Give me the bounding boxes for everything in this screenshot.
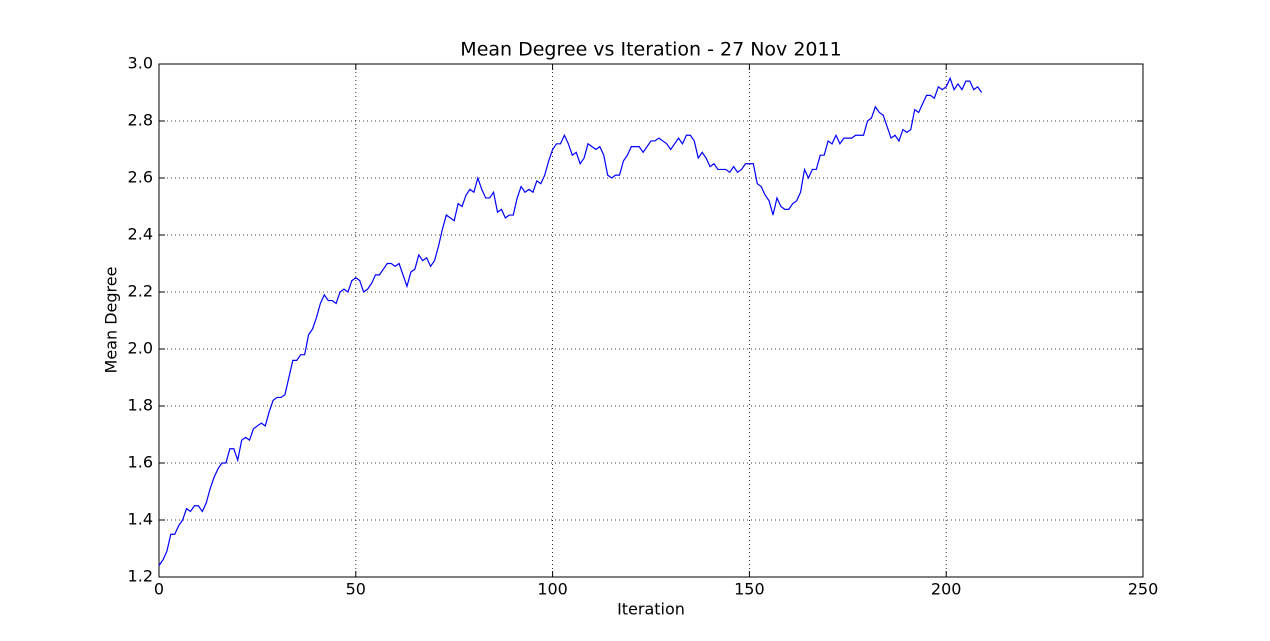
y-tick-label: 1.6 <box>128 453 153 472</box>
y-tick-label: 3.0 <box>128 54 153 73</box>
x-tick-label: 150 <box>734 580 765 599</box>
y-tick-label: 2.4 <box>128 225 153 244</box>
x-tick-label: 200 <box>931 580 962 599</box>
y-tick-label: 1.8 <box>128 396 153 415</box>
y-axis-label: Mean Degree <box>102 267 121 374</box>
x-tick-label: 50 <box>346 580 366 599</box>
data-line <box>158 76 983 566</box>
y-tick-label: 2.8 <box>128 111 153 130</box>
x-tick-label: 100 <box>537 580 568 599</box>
x-tick-label: 0 <box>154 580 164 599</box>
y-tick-label: 2.6 <box>128 168 153 187</box>
y-tick-label: 2.0 <box>128 339 153 358</box>
y-tick-label: 2.2 <box>128 282 153 301</box>
x-axis-label: Iteration <box>617 600 685 619</box>
y-tick-label: 1.2 <box>128 567 153 586</box>
plot-frame <box>158 63 1144 578</box>
x-tick-label: 250 <box>1128 580 1159 599</box>
y-tick-label: 1.4 <box>128 510 153 529</box>
chart-title: Mean Degree vs Iteration - 27 Nov 2011 <box>460 39 841 61</box>
